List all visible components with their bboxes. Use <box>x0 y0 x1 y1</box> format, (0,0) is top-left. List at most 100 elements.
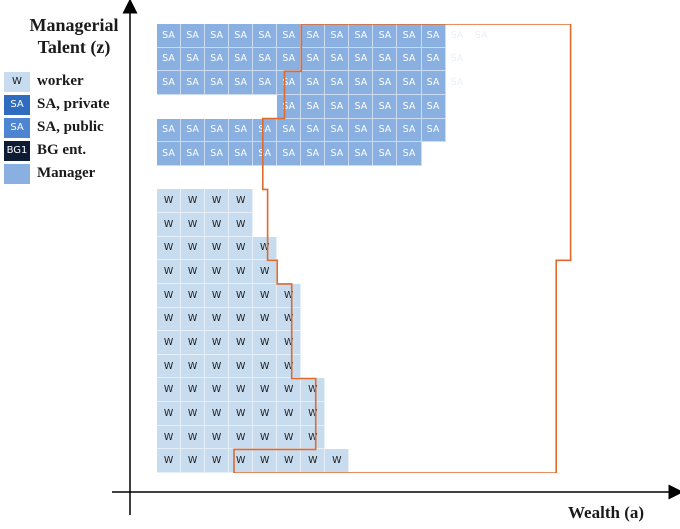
grid-cell: SA <box>349 94 374 119</box>
grid-cell: SA <box>277 165 302 190</box>
grid-cell: BG1 <box>517 213 542 237</box>
grid-cell: BG1 <box>517 24 542 48</box>
grid-cell: BG1 <box>469 71 494 95</box>
grid-cell: W <box>157 425 182 450</box>
grid-cell: SA <box>325 165 350 190</box>
grid-cell: BG1 <box>493 94 518 119</box>
grid-cell: SA <box>373 354 398 379</box>
grid-cell: W <box>277 307 302 332</box>
grid-cell: SA <box>349 402 374 426</box>
legend-item-worker: W worker <box>4 70 110 93</box>
grid-cell: SA <box>373 449 398 473</box>
grid-cell: SA <box>253 118 278 143</box>
grid-cell: W <box>181 236 206 261</box>
grid-cell: BG1 <box>469 94 494 119</box>
grid-cell: BG1 <box>469 307 494 332</box>
grid-cell: SA <box>397 425 422 450</box>
grid-cell: BG1 <box>541 213 566 237</box>
grid-cell: BG1 <box>493 236 518 261</box>
grid-cell: BG1 <box>517 425 542 450</box>
grid-cell: SA <box>349 449 374 473</box>
grid-cell: BG1 <box>613 425 638 450</box>
grid-cell: W <box>205 307 230 332</box>
grid-cell: SA <box>181 24 206 48</box>
grid-cell: W <box>253 331 278 355</box>
grid-cell: BG1 <box>517 142 542 166</box>
grid-cell: SA <box>421 307 446 332</box>
grid-cell: SA <box>421 236 446 261</box>
grid-cell: SA <box>325 213 350 237</box>
grid-cell: SA <box>277 71 302 95</box>
grid-cell: W <box>205 425 230 450</box>
grid-cell: W <box>181 354 206 379</box>
grid-cell: SA <box>301 165 326 190</box>
legend-label-bg-ent: BG ent. <box>37 142 87 158</box>
grid-cell: SA <box>397 213 422 237</box>
grid-cell: BG1 <box>565 449 590 473</box>
grid-cell: W <box>181 213 206 237</box>
grid-cell: SA <box>397 378 422 403</box>
grid-cell: W <box>181 425 206 450</box>
grid-cell: BG1 <box>517 165 542 190</box>
grid-cell: SA <box>373 236 398 261</box>
grid-cell: BG1 <box>565 260 590 284</box>
grid-cell: SA <box>205 165 230 190</box>
grid-cell: BG1 <box>469 189 494 214</box>
grid-cell: SA <box>253 71 278 95</box>
grid-cell: BG1 <box>469 260 494 284</box>
grid-cell: BG1 <box>565 378 590 403</box>
grid-cell: SA <box>253 47 278 72</box>
grid-cell: SA <box>325 47 350 72</box>
grid-cell: BG1 <box>517 236 542 261</box>
grid-cell: W <box>229 283 254 308</box>
grid-cell: BG1 <box>469 236 494 261</box>
grid-cell: BG1 <box>493 213 518 237</box>
grid-cell: W <box>229 236 254 261</box>
grid-cell: W <box>181 189 206 214</box>
grid-cell: W <box>181 331 206 355</box>
grid-cell: SA <box>421 24 446 48</box>
grid-cell: SA <box>301 142 326 166</box>
grid-cell: BG1 <box>613 47 638 72</box>
grid-cell: SA <box>277 236 302 261</box>
grid-cell: W <box>229 449 254 473</box>
grid-cell: W <box>205 189 230 214</box>
grid-cell: SA <box>181 71 206 95</box>
grid-cell: W <box>181 402 206 426</box>
grid-cell: W <box>229 331 254 355</box>
grid-cell: SA <box>253 142 278 166</box>
grid-cell: W <box>157 331 182 355</box>
grid-cell: BG1 <box>637 142 662 166</box>
grid-cell: SA <box>349 142 374 166</box>
grid-cell: SA <box>205 142 230 166</box>
grid-cell: SA <box>349 283 374 308</box>
grid-cell: SA <box>301 189 326 214</box>
grid-cell: BG1 <box>541 425 566 450</box>
grid-cell: BG1 <box>637 307 662 332</box>
grid-cell: BG1 <box>637 425 662 450</box>
grid-cell: SA <box>373 94 398 119</box>
grid-cell: BG1 <box>493 283 518 308</box>
grid-cell: W <box>253 236 278 261</box>
grid-cell: SA <box>373 283 398 308</box>
grid-cell: SA <box>349 47 374 72</box>
grid-cell: SA <box>421 449 446 473</box>
grid-cell: SA <box>325 307 350 332</box>
grid-cell: BG1 <box>589 449 614 473</box>
grid-cell: BG1 <box>541 165 566 190</box>
grid-cell: BG1 <box>445 354 470 379</box>
grid-cell: W <box>181 260 206 284</box>
grid-cell: SA <box>157 118 182 143</box>
grid-cell: BG1 <box>565 142 590 166</box>
grid-cell: BG1 <box>493 354 518 379</box>
grid-cell: BG1 <box>613 260 638 284</box>
grid-cell: W <box>229 425 254 450</box>
grid-cell: BG1 <box>541 354 566 379</box>
grid-cell: W <box>181 307 206 332</box>
grid-cell: W <box>229 189 254 214</box>
grid-cell: BG1 <box>613 118 638 143</box>
grid-cell: BG1 <box>493 24 518 48</box>
grid-cell: BG1 <box>469 378 494 403</box>
grid-cell: SA <box>325 425 350 450</box>
